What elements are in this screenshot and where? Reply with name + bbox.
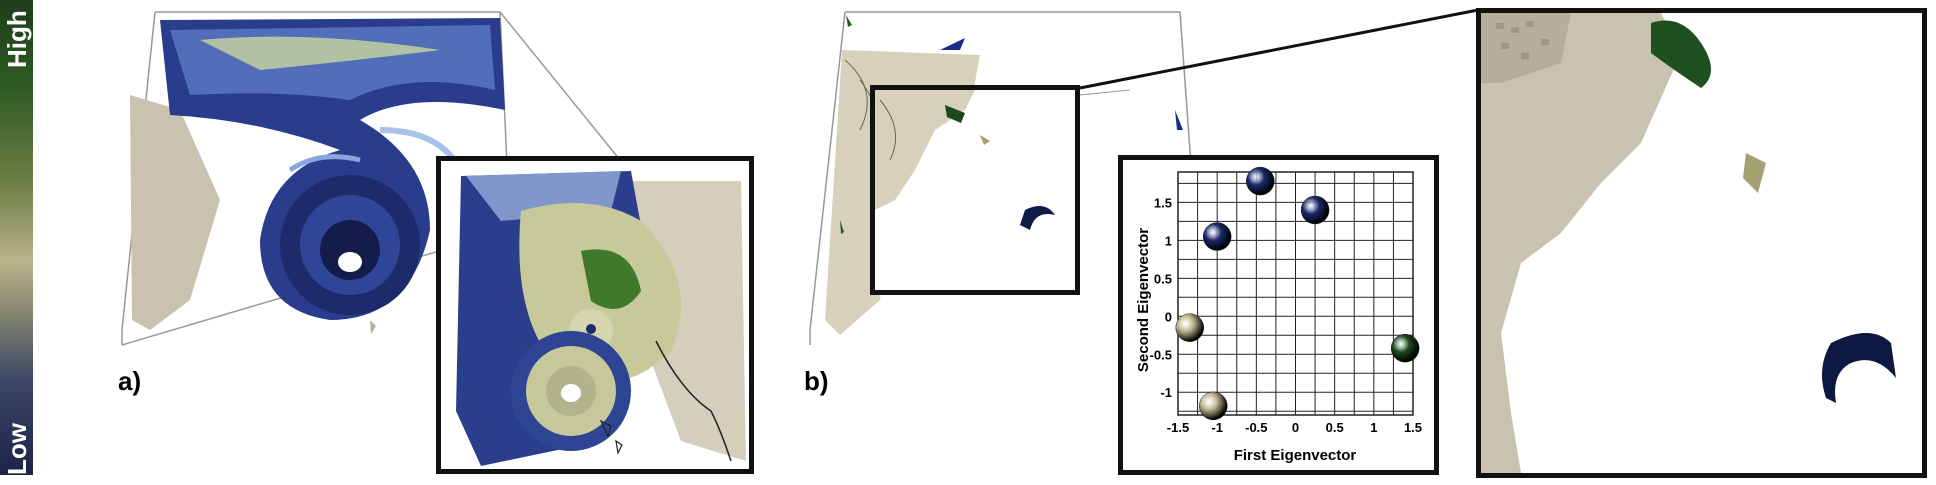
y-tick-label: 0	[1165, 309, 1172, 324]
zoomed-view-panel	[1476, 8, 1927, 478]
land-mass	[130, 95, 220, 330]
colorbar	[0, 0, 33, 475]
y-tick-label: -0.5	[1150, 347, 1172, 362]
y-tick-label: 0.5	[1154, 271, 1172, 286]
zoom-connector-lines	[1079, 8, 1479, 96]
scatter-grid	[1177, 171, 1414, 416]
scatter-plot: -1.5 -1 -0.5 0 0.5 1 1.5 -1 -0.5 0 0.5 1 1.5 First …	[1135, 166, 1422, 464]
panel-b-label: b)	[804, 366, 829, 396]
y-tick-label: 1.5	[1154, 195, 1172, 210]
x-tick-label: 0.5	[1326, 420, 1344, 435]
panel-b-zoom-region	[870, 85, 1080, 295]
x-axis-label: First Eigenvector	[1234, 447, 1357, 464]
scatter-point	[1199, 391, 1228, 421]
zoomed-view-render	[1481, 13, 1922, 473]
panel-a-inset-render	[441, 161, 749, 469]
colorbar-low-label: Low	[2, 423, 32, 475]
scatter-point	[1300, 195, 1330, 225]
scatter-point	[1246, 166, 1275, 196]
panel-a-inset	[436, 156, 754, 474]
x-tick-label: -1.5	[1167, 420, 1189, 435]
y-tick-label: 1	[1165, 233, 1172, 248]
x-tick-labels: -1.5 -1 -0.5 0 0.5 1 1.5	[1167, 420, 1422, 435]
panel-b-zoom-render	[875, 90, 1075, 290]
scatter-plot-inset: -1.5 -1 -0.5 0 0.5 1 1.5 -1 -0.5 0 0.5 1 1.5 First …	[1118, 155, 1439, 475]
panel-a-volume-render	[121, 11, 621, 346]
colorbar-high-label: High	[2, 10, 32, 68]
x-tick-label: 0	[1292, 420, 1299, 435]
scatter-point	[1390, 333, 1420, 363]
y-tick-labels: -1 -0.5 0 0.5 1 1.5	[1150, 195, 1172, 400]
x-tick-label: -1	[1211, 420, 1223, 435]
x-tick-label: 1.5	[1404, 420, 1422, 435]
y-tick-label: -1	[1160, 385, 1172, 400]
y-axis-label: Second Eigenvector	[1135, 228, 1152, 372]
scatter-point	[1202, 222, 1232, 251]
x-tick-label: -0.5	[1245, 420, 1267, 435]
scatter-point	[1175, 313, 1204, 342]
panel-a-label: a)	[118, 366, 142, 396]
x-tick-label: 1	[1370, 420, 1377, 435]
storm-isosurface	[160, 18, 505, 320]
scatter-points	[1175, 166, 1420, 421]
